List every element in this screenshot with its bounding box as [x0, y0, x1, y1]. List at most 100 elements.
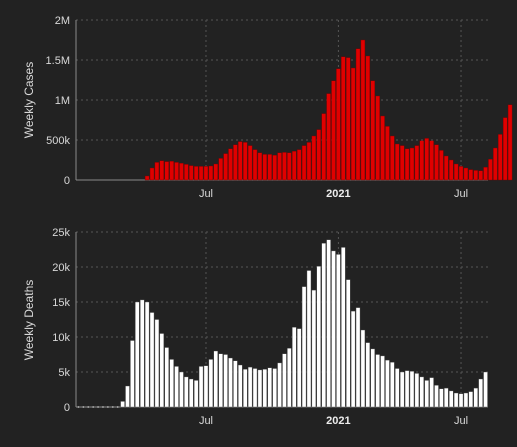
cases-bar — [365, 55, 371, 181]
deaths-bar — [213, 350, 218, 408]
deaths-zero-marker — [87, 406, 90, 408]
deaths-bar — [478, 378, 483, 408]
deaths-ytick-label: 0 — [64, 402, 70, 414]
deaths-bar — [164, 347, 169, 408]
cases-bar — [282, 152, 287, 181]
cases-bar — [169, 160, 174, 181]
cases-bar — [355, 48, 361, 181]
cases-bar — [174, 162, 179, 181]
cases-bar — [149, 167, 155, 181]
deaths-bar — [223, 354, 228, 408]
deaths-bar — [365, 342, 371, 408]
cases-ytick-label: 2M — [55, 15, 70, 27]
cases-chart: 0 500k 1M 1.5M 2M Jul 2021 Jul Weekly Cases — [22, 15, 513, 200]
deaths-bar — [198, 366, 204, 408]
cases-bar — [326, 93, 331, 181]
deaths-ytick-label: 20k — [52, 262, 70, 274]
deaths-zero-marker — [106, 406, 109, 408]
cases-bar — [277, 152, 282, 181]
cases-bar — [385, 126, 390, 181]
cases-bar — [144, 175, 150, 181]
deaths-bar — [208, 359, 214, 408]
cases-ytick-label: 0 — [64, 175, 70, 187]
deaths-bar — [301, 286, 307, 408]
deaths-bar — [414, 373, 420, 408]
cases-bar — [350, 67, 356, 181]
cases-bar — [424, 138, 429, 181]
cases-bar — [316, 129, 321, 181]
cases-bar — [375, 95, 380, 181]
deaths-bar — [257, 369, 263, 408]
deaths-ylabel: Weekly Deaths — [22, 280, 36, 360]
cases-bar — [184, 164, 189, 181]
deaths-xtick-label: Jul — [199, 415, 213, 427]
cases-bar — [164, 161, 169, 181]
cases-bar — [453, 163, 459, 181]
deaths-bar — [341, 247, 346, 408]
deaths-bar — [316, 266, 321, 408]
deaths-zero-marker — [77, 406, 80, 408]
deaths-bar — [238, 364, 243, 408]
cases-bar — [360, 39, 366, 181]
deaths-zero-marker — [111, 406, 114, 408]
deaths-bar — [169, 359, 174, 408]
cases-bar — [159, 160, 165, 181]
cases-xtick-label: Jul — [199, 188, 213, 200]
deaths-bar — [184, 376, 189, 408]
deaths-bar — [149, 312, 155, 408]
deaths-bar — [468, 391, 474, 408]
cases-ytick-label: 1M — [55, 95, 70, 107]
deaths-bar — [135, 301, 140, 408]
cases-bar — [306, 142, 312, 181]
deaths-bar — [159, 333, 165, 408]
cases-bar — [414, 145, 420, 181]
deaths-bar — [306, 270, 312, 408]
deaths-bar — [390, 362, 395, 408]
deaths-bar — [140, 299, 145, 408]
cases-bar — [370, 80, 375, 181]
cases-bar — [247, 145, 253, 181]
cases-bar — [331, 80, 336, 181]
cases-bar — [154, 162, 160, 181]
deaths-ytick-label: 15k — [52, 297, 70, 309]
deaths-bar — [282, 353, 287, 408]
deaths-bar — [296, 328, 302, 408]
cases-bar — [341, 56, 346, 181]
deaths-zero-marker — [82, 406, 85, 408]
deaths-bar — [125, 385, 130, 408]
deaths-bar — [434, 385, 439, 408]
cases-bar — [404, 148, 410, 181]
cases-bar — [238, 141, 243, 181]
deaths-bar — [346, 279, 351, 408]
cases-bar — [213, 163, 218, 181]
cases-bar — [311, 135, 317, 181]
deaths-zero-marker — [97, 406, 99, 408]
deaths-bar — [252, 368, 258, 408]
cases-bar — [233, 144, 238, 181]
cases-bar — [395, 143, 400, 181]
cases-bar — [228, 148, 233, 181]
cases-bar — [502, 117, 508, 181]
cases-bar — [468, 169, 474, 181]
cases-bar — [193, 166, 199, 181]
deaths-bar — [336, 254, 341, 408]
cases-bar — [507, 104, 513, 181]
cases-bar — [419, 140, 424, 181]
deaths-bar — [120, 401, 125, 408]
cases-bar — [296, 149, 302, 181]
cases-bar — [429, 140, 434, 181]
cases-bar — [478, 170, 483, 181]
cases-bar — [272, 154, 277, 181]
cases-bar — [218, 158, 223, 181]
cases-bar — [262, 154, 268, 181]
deaths-bar — [444, 387, 449, 408]
cases-bar — [292, 150, 297, 181]
deaths-bar — [321, 242, 326, 408]
cases-bar — [198, 166, 204, 181]
deaths-bar — [272, 368, 277, 408]
deaths-bar — [360, 329, 366, 408]
deaths-zero-marker — [92, 406, 95, 408]
cases-bar — [473, 170, 478, 181]
cases-bar — [449, 159, 454, 181]
